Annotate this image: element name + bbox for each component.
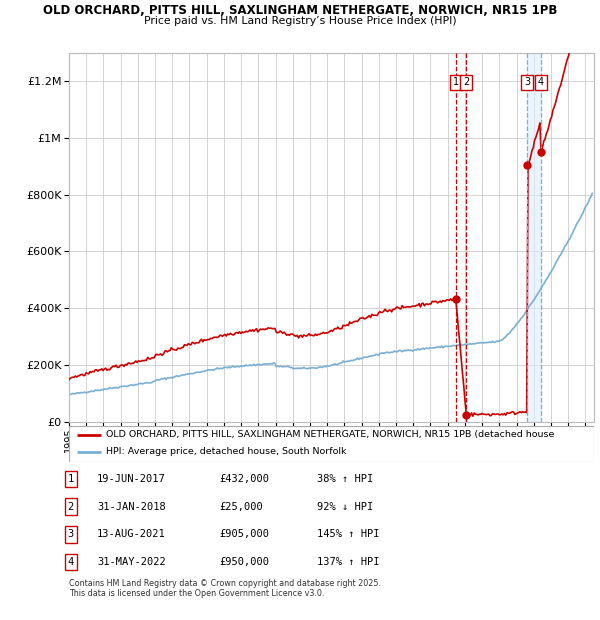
Text: 137% ↑ HPI: 137% ↑ HPI bbox=[317, 557, 379, 567]
Text: 19-JUN-2017: 19-JUN-2017 bbox=[97, 474, 166, 484]
Text: 2: 2 bbox=[68, 502, 74, 512]
Text: 13-AUG-2021: 13-AUG-2021 bbox=[97, 529, 166, 539]
Text: 4: 4 bbox=[538, 78, 544, 87]
Text: 38% ↑ HPI: 38% ↑ HPI bbox=[317, 474, 373, 484]
Text: £950,000: £950,000 bbox=[219, 557, 269, 567]
Text: 3: 3 bbox=[524, 78, 530, 87]
Text: 2: 2 bbox=[463, 78, 469, 87]
Text: HPI: Average price, detached house, South Norfolk: HPI: Average price, detached house, Sout… bbox=[106, 448, 346, 456]
Text: This data is licensed under the Open Government Licence v3.0.: This data is licensed under the Open Gov… bbox=[69, 588, 325, 598]
Text: £905,000: £905,000 bbox=[219, 529, 269, 539]
Text: Contains HM Land Registry data © Crown copyright and database right 2025.: Contains HM Land Registry data © Crown c… bbox=[69, 578, 381, 588]
Text: 31-MAY-2022: 31-MAY-2022 bbox=[97, 557, 166, 567]
Text: Price paid vs. HM Land Registry’s House Price Index (HPI): Price paid vs. HM Land Registry’s House … bbox=[143, 16, 457, 26]
Text: 92% ↓ HPI: 92% ↓ HPI bbox=[317, 502, 373, 512]
Text: OLD ORCHARD, PITTS HILL, SAXLINGHAM NETHERGATE, NORWICH, NR15 1PB: OLD ORCHARD, PITTS HILL, SAXLINGHAM NETH… bbox=[43, 4, 557, 17]
Text: 145% ↑ HPI: 145% ↑ HPI bbox=[317, 529, 379, 539]
Text: 1: 1 bbox=[68, 474, 74, 484]
Text: 31-JAN-2018: 31-JAN-2018 bbox=[97, 502, 166, 512]
Text: OLD ORCHARD, PITTS HILL, SAXLINGHAM NETHERGATE, NORWICH, NR15 1PB (detached hous: OLD ORCHARD, PITTS HILL, SAXLINGHAM NETH… bbox=[106, 430, 554, 440]
Bar bbox=[527, 53, 541, 422]
Text: 4: 4 bbox=[68, 557, 74, 567]
Text: £432,000: £432,000 bbox=[219, 474, 269, 484]
Text: 3: 3 bbox=[68, 529, 74, 539]
Text: 1: 1 bbox=[453, 78, 459, 87]
Text: £25,000: £25,000 bbox=[219, 502, 263, 512]
